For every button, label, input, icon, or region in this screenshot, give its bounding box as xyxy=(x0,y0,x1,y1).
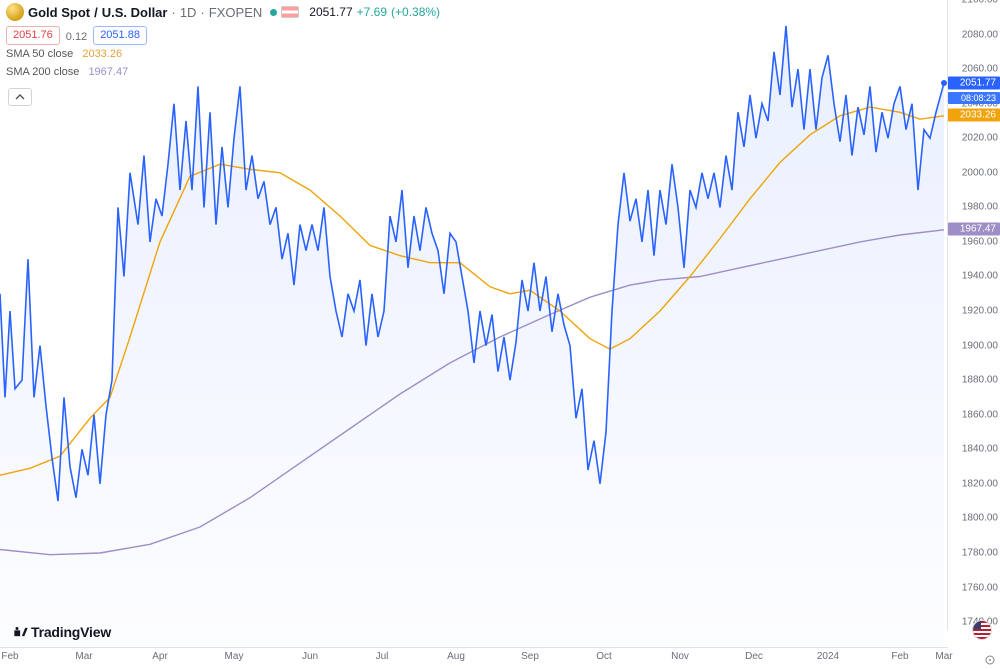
separator: / xyxy=(94,5,98,20)
price-change-pct: (+0.38%) xyxy=(391,5,440,19)
x-tick: Jul xyxy=(376,651,389,662)
y-tick: 1880.00 xyxy=(962,375,998,386)
locale-flag-icon[interactable] xyxy=(972,620,992,640)
x-axis[interactable]: Feb Mar Apr May Jun Jul Aug Sep Oct Nov Dec 2024 Feb… xyxy=(0,647,948,670)
x-tick: Oct xyxy=(596,651,612,662)
sma50-label: SMA 50 close xyxy=(6,48,73,60)
symbol-name[interactable]: Gold Spot xyxy=(28,5,90,20)
y-tick: 1980.00 xyxy=(962,202,998,213)
y-tick: 1920.00 xyxy=(962,306,998,317)
tv-logo-icon xyxy=(14,627,28,637)
x-tick: Sep xyxy=(521,651,539,662)
dot-sep: · xyxy=(200,5,204,20)
y-tick: 2000.00 xyxy=(962,167,998,178)
y-axis[interactable]: 1740.001760.001780.001800.001820.001840.… xyxy=(947,0,1000,630)
sma50-legend[interactable]: SMA 50 close 2033.26 xyxy=(6,48,122,60)
y-tick: 1800.00 xyxy=(962,513,998,524)
y-tick: 1780.00 xyxy=(962,547,998,558)
x-tick: Aug xyxy=(447,651,465,662)
market-status-icon xyxy=(270,9,277,16)
y-tick: 2020.00 xyxy=(962,133,998,144)
y-tick: 1960.00 xyxy=(962,236,998,247)
price-axis-label: 2033.26 xyxy=(948,109,1000,122)
x-tick: May xyxy=(225,651,244,662)
timeframe[interactable]: 1D xyxy=(180,5,197,20)
y-tick: 2060.00 xyxy=(962,64,998,75)
y-tick: 2100.00 xyxy=(962,0,998,6)
quote-name[interactable]: U.S. Dollar xyxy=(102,5,168,20)
y-tick: 1940.00 xyxy=(962,271,998,282)
last-price: 2051.77 xyxy=(309,5,352,19)
chart-svg[interactable] xyxy=(0,0,1000,670)
price-change: +7.69 xyxy=(357,5,387,19)
y-tick: 1900.00 xyxy=(962,340,998,351)
x-tick: Feb xyxy=(1,651,18,662)
y-tick: 1820.00 xyxy=(962,478,998,489)
price-axis-label: 08:08:23 xyxy=(948,92,1000,104)
expand-button[interactable] xyxy=(8,88,32,106)
crosshair-icon[interactable] xyxy=(984,654,996,666)
bid-ask-row: 2051.76 0.12 2051.88 xyxy=(6,26,147,45)
flag-icon xyxy=(281,6,299,18)
tradingview-watermark[interactable]: TradingView xyxy=(14,624,111,640)
exchange[interactable]: FXOPEN xyxy=(209,5,262,20)
chart-root: 1740.001760.001780.001800.001820.001840.… xyxy=(0,0,1000,670)
y-tick: 1760.00 xyxy=(962,582,998,593)
sma200-value: 1967.47 xyxy=(88,66,128,78)
x-tick: Jun xyxy=(302,651,318,662)
x-tick: Nov xyxy=(671,651,689,662)
bid-box[interactable]: 2051.76 xyxy=(6,26,60,45)
dot-sep: · xyxy=(171,5,175,20)
chevron-up-icon xyxy=(15,93,25,101)
x-tick: Feb xyxy=(891,651,908,662)
gold-icon xyxy=(6,3,24,21)
x-tick: Dec xyxy=(745,651,763,662)
chart-title-row: Gold Spot / U.S. Dollar · 1D · FXOPEN 20… xyxy=(6,3,440,21)
price-axis-label: 2051.77 xyxy=(948,77,1000,90)
ask-box[interactable]: 2051.88 xyxy=(93,26,147,45)
price-axis-label: 1967.47 xyxy=(948,223,1000,236)
y-tick: 1840.00 xyxy=(962,444,998,455)
x-tick: Apr xyxy=(152,651,168,662)
spread: 0.12 xyxy=(66,29,87,43)
x-tick: Mar xyxy=(75,651,92,662)
sma50-value: 2033.26 xyxy=(82,48,122,60)
sma200-label: SMA 200 close xyxy=(6,66,79,78)
x-tick: 2024 xyxy=(817,651,839,662)
y-tick: 1860.00 xyxy=(962,409,998,420)
sma200-legend[interactable]: SMA 200 close 1967.47 xyxy=(6,66,128,78)
watermark-text: TradingView xyxy=(31,624,111,640)
y-tick: 2080.00 xyxy=(962,29,998,40)
x-tick: Mar xyxy=(935,651,952,662)
